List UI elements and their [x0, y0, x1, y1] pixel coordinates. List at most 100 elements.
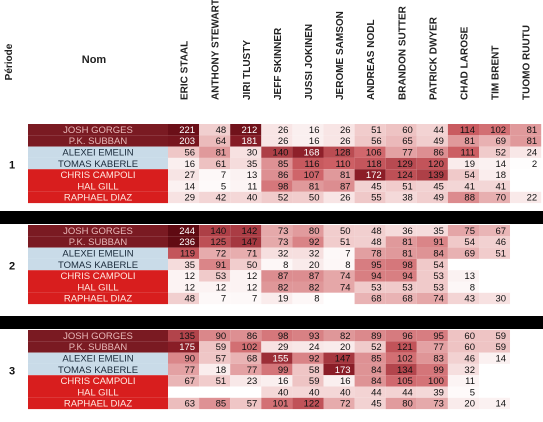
- heatmap-cell: [479, 258, 511, 271]
- heatmap-cell: [354, 292, 386, 305]
- heatmap-cell: [416, 397, 448, 410]
- heatmap-cell: [447, 352, 479, 364]
- cell-value: 81: [527, 136, 538, 147]
- cell-value: 203: [179, 136, 195, 147]
- cell-value: 51: [340, 237, 351, 248]
- heatmap-cell: [199, 180, 231, 192]
- cell-value: 60: [402, 125, 413, 136]
- heatmap-cell: [510, 292, 542, 305]
- column-header: JIRI TLUSTY: [242, 40, 253, 100]
- cell-value: 16: [278, 376, 289, 387]
- name-cell-bg: [28, 375, 168, 387]
- cell-value: 82: [309, 282, 320, 293]
- cell-value: 35: [247, 159, 258, 170]
- heatmap-cell: [354, 281, 386, 293]
- player-name: RAPHAEL DIAZ: [64, 193, 132, 204]
- heatmap-cell: [447, 341, 479, 353]
- heatmap-cell: [168, 341, 200, 353]
- heatmap-cell: [416, 236, 448, 248]
- cell-value: 20: [340, 342, 351, 353]
- heatmap-cell: [354, 397, 386, 410]
- heatmap-cell: [385, 363, 417, 376]
- heatmap-cell: [199, 146, 231, 158]
- cell-value: 74: [433, 294, 444, 305]
- cell-value: 86: [278, 170, 289, 181]
- heatmap-cell: [385, 157, 417, 170]
- cell-value: 30: [496, 294, 507, 305]
- cell-value: 52: [278, 193, 289, 204]
- cell-value: 53: [433, 282, 444, 293]
- heatmap-cell: [292, 352, 324, 364]
- heatmap-cell: [479, 363, 511, 376]
- heatmap-cell: [510, 375, 542, 387]
- heatmap-cell: [479, 397, 511, 410]
- heatmap-cell: [230, 397, 262, 410]
- cell-value: 45: [371, 399, 382, 410]
- cell-value: 32: [464, 365, 475, 376]
- cell-value: 93: [309, 331, 320, 342]
- heatmap-cell: [354, 236, 386, 248]
- cell-value: 110: [335, 159, 350, 170]
- cell-value: 53: [433, 271, 444, 282]
- cell-value: 65: [402, 136, 413, 147]
- cell-value: 84: [371, 365, 382, 376]
- heatmap-cell: [479, 135, 511, 147]
- heatmap-cell: [292, 191, 324, 204]
- heatmap-cell: [385, 191, 417, 204]
- heatmap-cell: [416, 180, 448, 192]
- cell-value: 14: [185, 181, 196, 192]
- heatmap-cell: [479, 281, 511, 293]
- cell-value: 175: [179, 342, 195, 353]
- heatmap-cell: [354, 352, 386, 364]
- cell-value: 142: [241, 226, 257, 237]
- cell-value: 91: [216, 260, 227, 271]
- heatmap-cell: [230, 375, 262, 387]
- heatmap-cell: [385, 169, 417, 181]
- heatmap-cell: [199, 330, 231, 342]
- heatmap-cell: [323, 180, 355, 192]
- heatmap-cell: [230, 270, 262, 282]
- heatmap-cell: [416, 270, 448, 282]
- cell-value: 81: [527, 125, 538, 136]
- cell-value: 92: [309, 354, 320, 365]
- cell-value: 173: [335, 365, 351, 376]
- name-cell-bg: [28, 169, 168, 181]
- heatmap-cell: [416, 363, 448, 376]
- heatmap-cell: [354, 157, 386, 170]
- cell-value: 26: [340, 136, 351, 147]
- cell-value: 29: [278, 342, 289, 353]
- cell-value: 99: [433, 365, 444, 376]
- cell-value: 40: [247, 193, 258, 204]
- player-name: P.K. SUBBAN: [69, 342, 128, 353]
- cell-value: 13: [247, 170, 258, 181]
- heatmap-cell: [168, 258, 200, 271]
- player-name: CHRIS CAMPOLI: [61, 376, 136, 387]
- cell-value: 64: [216, 136, 227, 147]
- cell-value: 8: [470, 282, 475, 293]
- name-cell-bg: [28, 270, 168, 282]
- heatmap-cell: [230, 180, 262, 192]
- cell-value: 24: [309, 342, 320, 353]
- heatmap-cell: [199, 270, 231, 282]
- cell-value: 30: [247, 148, 258, 159]
- cell-value: 74: [340, 282, 351, 293]
- heatmap-cell: [292, 258, 324, 271]
- heatmap-cell: [261, 247, 293, 259]
- cell-value: 53: [216, 271, 227, 282]
- cell-value: 102: [490, 125, 506, 136]
- cell-value: 2: [532, 159, 537, 170]
- name-cell-bg: [28, 247, 168, 259]
- cell-value: 40: [278, 387, 289, 398]
- heatmap-cell: [292, 375, 324, 387]
- cell-value: 212: [241, 125, 257, 136]
- heatmap-cell: [199, 157, 231, 170]
- heatmap-cell: [292, 135, 324, 147]
- heatmap-cell: [323, 386, 355, 398]
- heatmap-cell: [479, 180, 511, 192]
- cell-value: 7: [252, 294, 257, 305]
- cell-value: 92: [309, 237, 320, 248]
- name-cell-bg: [28, 363, 168, 376]
- heatmap-cell: [479, 191, 511, 204]
- player-name: RAPHAEL DIAZ: [64, 399, 132, 410]
- period-separator-bar: [0, 211, 543, 224]
